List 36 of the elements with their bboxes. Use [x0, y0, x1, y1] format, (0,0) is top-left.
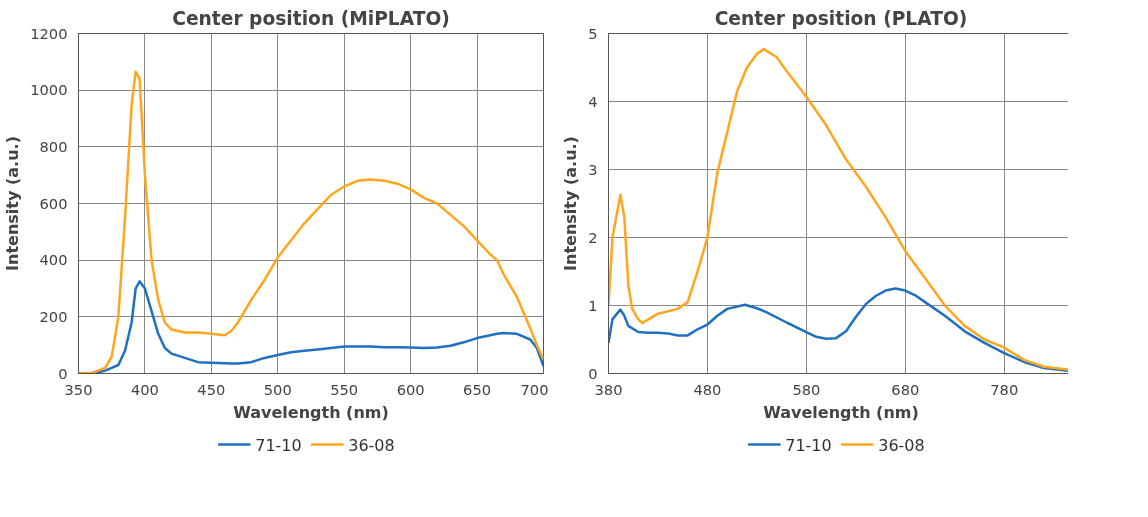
y-tick-label: 0 — [58, 364, 68, 382]
y-tick-label: 200 — [39, 307, 68, 325]
chart-title: Center position (PLATO) — [714, 7, 968, 29]
y-axis-title: Intensity (a.u.) — [561, 136, 581, 271]
legend-label: 36-08 — [878, 435, 925, 455]
x-tick-label: 450 — [197, 380, 226, 398]
legend-label: 71-10 — [785, 435, 832, 455]
y-tick-label: 600 — [39, 194, 68, 212]
x-tick-label: 350 — [64, 380, 93, 398]
x-tick-label: 650 — [463, 380, 492, 398]
x-tick-label: 480 — [693, 380, 722, 398]
x-tick-label: 400 — [130, 380, 159, 398]
legend-label: 36-08 — [348, 435, 395, 455]
y-tick-label: 0 — [588, 364, 598, 382]
y-tick-label: 1000 — [30, 81, 68, 99]
chart-title: Center position (MiPLATO) — [172, 7, 450, 29]
y-tick-label: 1200 — [30, 24, 68, 42]
x-tick-label: 600 — [396, 380, 425, 398]
y-tick-label: 5 — [588, 24, 598, 42]
y-tick-label: 400 — [39, 251, 68, 269]
y-axis-title: Intensity (a.u.) — [3, 136, 23, 271]
x-tick-label: 580 — [792, 380, 821, 398]
x-tick-label: 550 — [330, 380, 359, 398]
x-tick-label: 500 — [263, 380, 292, 398]
x-tick-label: 700 — [520, 380, 549, 398]
y-tick-label: 4 — [588, 92, 598, 110]
x-axis-title: Wavelength (nm) — [763, 402, 919, 422]
x-tick-label: 380 — [594, 380, 623, 398]
x-axis-title: Wavelength (nm) — [233, 402, 389, 422]
y-tick-label: 3 — [588, 160, 598, 178]
y-tick-label: 1 — [588, 296, 598, 314]
x-tick-label: 680 — [891, 380, 920, 398]
legend-label: 71-10 — [255, 435, 302, 455]
x-tick-label: 780 — [990, 380, 1019, 398]
y-tick-label: 800 — [39, 137, 68, 155]
y-tick-label: 2 — [588, 228, 598, 246]
